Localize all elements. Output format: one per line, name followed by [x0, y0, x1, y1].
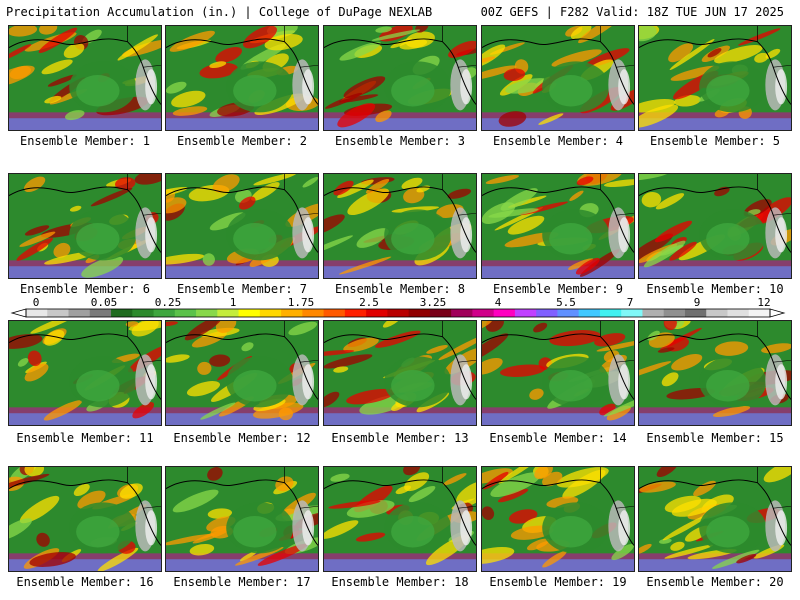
ensemble-member-label: Ensemble Member: 18: [331, 575, 469, 589]
colorbar-left-arrow: [10, 308, 27, 318]
ensemble-map-panel: [165, 173, 319, 279]
ensemble-map-panel: [8, 320, 162, 426]
ensemble-member-label: Ensemble Member: 1: [19, 134, 151, 148]
colorbar-swatch: [132, 309, 155, 317]
colorbar-swatch: [493, 309, 516, 317]
colorbar-swatch: [302, 309, 325, 317]
ensemble-member-label: Ensemble Member: 16: [16, 575, 154, 589]
ensemble-map-panel: [165, 320, 319, 426]
colorbar-swatch: [557, 309, 580, 317]
colorbar-swatch: [599, 309, 622, 317]
colorbar-swatch: [451, 309, 473, 317]
ensemble-member-label: Ensemble Member: 20: [646, 575, 784, 589]
colorbar-swatch: [196, 309, 218, 317]
ensemble-member-label: Ensemble Member: 4: [492, 134, 624, 148]
colorbar-outline: [25, 308, 771, 318]
colorbar-swatch: [578, 309, 601, 317]
colorbar-swatch: [281, 309, 303, 317]
precip-colorbar: [8, 297, 788, 319]
ensemble-member-label: Ensemble Member: 7: [176, 282, 308, 296]
ensemble-member-label: Ensemble Member: 17: [173, 575, 311, 589]
ensemble-member-label: Ensemble Member: 19: [489, 575, 627, 589]
colorbar-tick-label: 0.25: [154, 296, 182, 309]
ensemble-map-panel: [638, 173, 792, 279]
colorbar-tick-label: 5.5: [556, 296, 576, 309]
colorbar-swatch: [238, 309, 261, 317]
ensemble-map-panel: [638, 466, 792, 572]
ensemble-member-label: Ensemble Member: 11: [16, 431, 154, 445]
ensemble-member-label: Ensemble Member: 3: [334, 134, 466, 148]
colorbar-swatch: [217, 309, 240, 317]
colorbar-tick-label: 1: [229, 296, 237, 309]
ensemble-map-panel: [323, 25, 477, 131]
colorbar-swatch: [663, 309, 686, 317]
colorbar-tick-label: 0: [32, 296, 40, 309]
colorbar-swatch: [472, 309, 495, 317]
colorbar-swatch: [26, 309, 48, 317]
ensemble-map-panel: [638, 25, 792, 131]
colorbar-swatch: [47, 309, 70, 317]
page-title: Precipitation Accumulation (in.) | Colle…: [6, 5, 433, 19]
ensemble-map-panel: [8, 25, 162, 131]
ensemble-map-panel: [165, 25, 319, 131]
ensemble-member-label: Ensemble Member: 14: [489, 431, 627, 445]
colorbar-swatch: [429, 309, 452, 317]
colorbar-tick-label: 7: [626, 296, 634, 309]
colorbar-tick-label: 1.75: [287, 296, 315, 309]
ensemble-map-panel: [8, 173, 162, 279]
colorbar-swatch: [684, 309, 707, 317]
colorbar-swatch: [153, 309, 176, 317]
colorbar-swatch: [514, 309, 537, 317]
colorbar-swatch: [387, 309, 410, 317]
colorbar-tick-label: 0.05: [90, 296, 118, 309]
ensemble-member-label: Ensemble Member: 8: [334, 282, 466, 296]
colorbar-swatch: [621, 309, 643, 317]
ensemble-map-panel: [638, 320, 792, 426]
colorbar-right-arrow: [769, 308, 786, 318]
colorbar-swatch: [536, 309, 558, 317]
colorbar-tick-label: 12: [757, 296, 771, 309]
colorbar-swatch: [706, 309, 728, 317]
ensemble-member-label: Ensemble Member: 9: [492, 282, 624, 296]
ensemble-member-label: Ensemble Member: 10: [646, 282, 784, 296]
colorbar-tick-label: 9: [693, 296, 701, 309]
colorbar-swatch: [323, 309, 346, 317]
colorbar-tick-label: 3.25: [419, 296, 447, 309]
colorbar-swatch: [366, 309, 388, 317]
ensemble-member-label: Ensemble Member: 15: [646, 431, 784, 445]
colorbar-tick-label: 2.5: [359, 296, 379, 309]
colorbar-swatch: [89, 309, 112, 317]
ensemble-map-panel: [481, 320, 635, 426]
colorbar-swatch: [68, 309, 91, 317]
colorbar-swatch: [174, 309, 197, 317]
ensemble-member-label: Ensemble Member: 12: [173, 431, 311, 445]
ensemble-map-panel: [8, 466, 162, 572]
colorbar-swatch: [748, 309, 771, 317]
ensemble-member-label: Ensemble Member: 6: [19, 282, 151, 296]
colorbar-swatch: [259, 309, 282, 317]
ensemble-map-panel: [481, 25, 635, 131]
ensemble-map-panel: [481, 466, 635, 572]
ensemble-map-panel: [481, 173, 635, 279]
colorbar-swatch: [111, 309, 133, 317]
colorbar-swatch: [642, 309, 665, 317]
forecast-valid-time: 00Z GEFS | F282 Valid: 18Z TUE JUN 17 20…: [480, 5, 784, 19]
colorbar-tick-label: 4: [494, 296, 502, 309]
ensemble-map-panel: [323, 173, 477, 279]
ensemble-map-panel: [165, 466, 319, 572]
ensemble-member-label: Ensemble Member: 13: [331, 431, 469, 445]
ensemble-map-panel: [323, 320, 477, 426]
colorbar-swatch: [727, 309, 750, 317]
colorbar-swatch: [408, 309, 431, 317]
ensemble-member-label: Ensemble Member: 5: [649, 134, 781, 148]
ensemble-member-label: Ensemble Member: 2: [176, 134, 308, 148]
colorbar-swatch: [344, 309, 367, 317]
ensemble-map-panel: [323, 466, 477, 572]
